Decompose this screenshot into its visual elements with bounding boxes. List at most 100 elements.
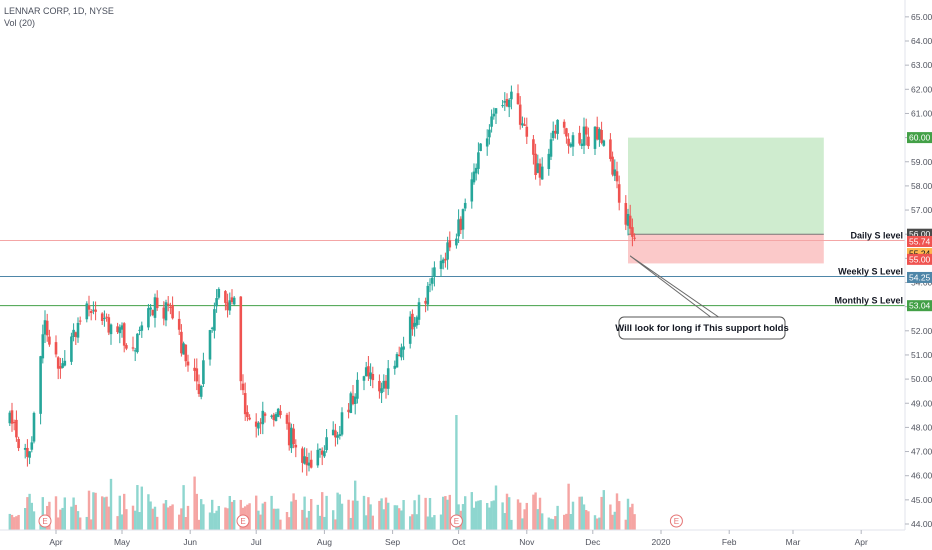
volume-bars [8,415,636,530]
candle [241,374,245,396]
candle [503,92,507,111]
volume-bar [349,517,352,530]
volume-bar [448,494,451,530]
candle [32,411,36,444]
candle [613,159,617,181]
earnings-marker[interactable]: E [38,514,52,528]
earnings-marker[interactable]: E [669,514,683,528]
volume-bar [629,507,632,530]
volume-bar [107,506,110,530]
svg-text:E: E [454,517,459,526]
candle [382,374,386,393]
volume-bar [486,503,489,530]
volume-bar [310,499,313,530]
candle [12,419,16,431]
candle [455,233,458,249]
volume-bar [26,497,29,530]
candle [122,322,126,353]
volume-bar [213,513,216,530]
candle [505,93,509,108]
callout-pointer [629,255,722,319]
candle [631,218,634,247]
volume-bar [162,503,165,530]
volume-bar [433,515,436,530]
volume-bar [116,516,119,530]
candle [459,216,463,235]
volume-bar [501,502,504,530]
volume-bar [428,497,432,530]
candle [415,315,419,329]
volume-bar [32,511,36,530]
volume-bar [197,519,201,530]
volume-bar [184,517,187,530]
candle [479,143,482,152]
volume-bar [505,493,509,530]
candle [166,296,170,312]
candle [461,208,465,239]
candle [74,331,78,346]
time-tick-label: Nov [519,537,535,547]
volume-bar [74,504,77,530]
volume-bar [288,517,291,530]
target-zone[interactable] [628,137,824,235]
candle [182,341,185,355]
candle [417,297,421,326]
candle [569,142,573,148]
candle [351,385,355,406]
chart-title: LENNAR CORP, 1D, NYSE [4,6,114,16]
candle [30,436,34,453]
volume-bar [70,506,73,530]
candle [523,117,526,126]
price-tick-label: 49.00 [911,398,932,408]
volume-bar [569,514,572,530]
volume-bar [340,503,344,530]
candle [397,346,401,357]
callout-box[interactable] [618,316,786,340]
volume-bar [411,514,414,530]
volume-indicator-label[interactable]: Vol (20) [4,18,36,28]
volume-bar [472,507,476,530]
volume-bar [272,508,275,530]
candle [424,297,427,313]
time-axis[interactable]: Apr May Jun Jul Aug Sep Oct Nov Dec 2020 Feb Mar Apr [0,529,905,547]
annotation-callout[interactable]: Will look for long if This support holds [615,255,789,340]
candle [439,254,443,277]
earnings-marker[interactable]: E [236,514,250,528]
candle [501,99,504,108]
candle [477,142,480,175]
stop-zone[interactable] [628,234,824,264]
candle [100,312,104,325]
candle [633,233,636,242]
price-tick-label: 64.00 [911,36,932,46]
candle [197,374,201,397]
candle [448,231,452,252]
candle [243,382,247,421]
volume-bar [477,500,480,530]
volume-bar [228,495,231,530]
candle [538,158,542,186]
price-axis[interactable]: 44.00 45.00 46.00 47.00 48.00 49.00 50.00 51.00… [904,0,932,530]
earnings-marker[interactable]: E [449,514,463,528]
candle [571,132,575,157]
candle [433,261,436,287]
volume-bar [186,505,190,530]
volume-bar [393,505,396,530]
volume-bar [105,496,108,530]
candle [136,333,139,354]
volume-bar [208,512,212,530]
candle [371,366,375,389]
volume-bar [633,514,636,530]
candle [193,358,196,382]
candle [257,421,260,436]
volume-bar [347,499,350,530]
volume-bar [598,517,601,530]
candle [490,109,493,133]
volume-bar [193,476,196,530]
svg-text:53.04: 53.04 [909,301,931,311]
candle [323,445,326,458]
candle [411,309,414,336]
volume-bar [151,508,154,530]
candle [331,421,335,436]
